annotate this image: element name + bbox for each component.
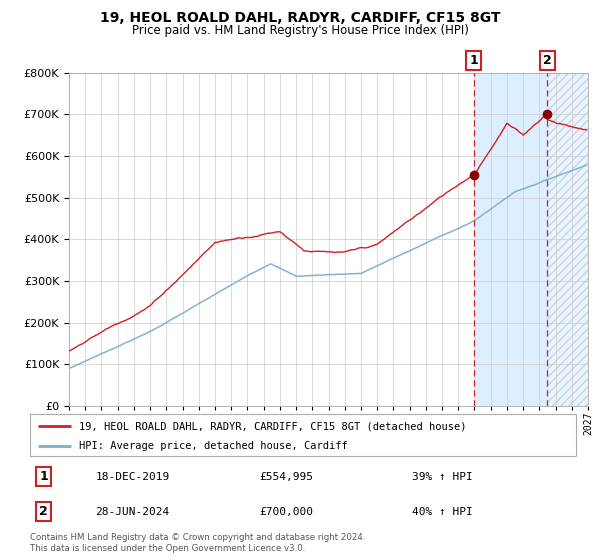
Text: 1: 1	[39, 470, 48, 483]
Text: 2: 2	[543, 54, 551, 67]
Text: 28-JUN-2024: 28-JUN-2024	[95, 507, 170, 517]
Text: 18-DEC-2019: 18-DEC-2019	[95, 472, 170, 482]
Bar	[547, 73, 588, 406]
Text: Price paid vs. HM Land Registry's House Price Index (HPI): Price paid vs. HM Land Registry's House …	[131, 24, 469, 36]
Text: £554,995: £554,995	[259, 472, 313, 482]
Text: HPI: Average price, detached house, Cardiff: HPI: Average price, detached house, Card…	[79, 441, 348, 451]
Text: 19, HEOL ROALD DAHL, RADYR, CARDIFF, CF15 8GT: 19, HEOL ROALD DAHL, RADYR, CARDIFF, CF1…	[100, 11, 500, 25]
Bar	[547, 73, 588, 406]
Text: 40% ↑ HPI: 40% ↑ HPI	[412, 507, 473, 517]
Text: 2: 2	[39, 505, 48, 518]
Text: 19, HEOL ROALD DAHL, RADYR, CARDIFF, CF15 8GT (detached house): 19, HEOL ROALD DAHL, RADYR, CARDIFF, CF1…	[79, 421, 467, 431]
Text: £700,000: £700,000	[259, 507, 313, 517]
Text: Contains HM Land Registry data © Crown copyright and database right 2024.
This d: Contains HM Land Registry data © Crown c…	[30, 533, 365, 553]
FancyBboxPatch shape	[30, 414, 576, 456]
Text: 39% ↑ HPI: 39% ↑ HPI	[412, 472, 473, 482]
Bar	[474, 73, 547, 406]
Text: 1: 1	[469, 54, 478, 67]
